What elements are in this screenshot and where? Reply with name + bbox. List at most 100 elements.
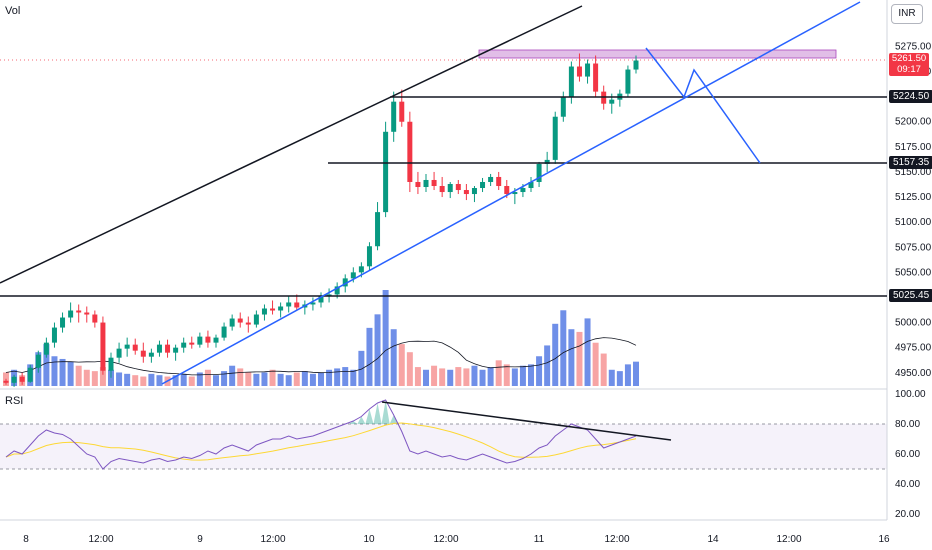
- volume-bar: [382, 290, 389, 386]
- time-tick-label: 12:00: [433, 534, 458, 545]
- time-tick-label: 8: [23, 534, 29, 545]
- rsi-band: [0, 424, 887, 469]
- volume-bar: [406, 352, 413, 386]
- candle-body: [51, 327, 57, 343]
- volume-bar: [616, 371, 623, 386]
- candle-body: [568, 66, 574, 97]
- volume-bar: [423, 369, 429, 386]
- current-price-badge: 5261.50 09:17: [889, 53, 929, 76]
- candle-body: [480, 181, 486, 189]
- price-tick-label: 5000.00: [895, 318, 932, 329]
- volume-bar: [479, 369, 486, 386]
- candle-body: [415, 181, 421, 188]
- candle: [318, 292, 324, 308]
- candle: [423, 173, 429, 193]
- volume-label: Vol: [5, 5, 21, 17]
- volume-bar: [229, 365, 236, 386]
- candle: [19, 372, 25, 385]
- candle: [3, 378, 9, 385]
- candle-body: [520, 188, 526, 193]
- currency-button[interactable]: INR: [891, 4, 923, 24]
- volume-bar: [487, 367, 494, 386]
- volume-bar: [261, 372, 268, 386]
- candle: [278, 302, 284, 318]
- rsi-label: RSI: [5, 395, 24, 407]
- candle: [76, 304, 82, 323]
- time-tick-label: 16: [878, 534, 890, 545]
- candle: [286, 296, 292, 313]
- volume-bar: [455, 367, 462, 386]
- candle-body: [318, 296, 324, 303]
- candle-body: [35, 354, 41, 368]
- candle-body: [350, 272, 356, 279]
- candle-body: [108, 357, 114, 371]
- candle: [245, 316, 251, 333]
- candle-body: [391, 101, 397, 132]
- candle: [51, 322, 57, 348]
- rising-trendline[interactable]: [161, 1, 861, 385]
- resistance-zone[interactable]: [478, 49, 837, 59]
- volume-bar: [633, 361, 639, 386]
- candle: [480, 177, 486, 193]
- rsi-divergence-line[interactable]: [381, 401, 672, 441]
- candle-body: [221, 326, 227, 338]
- candle-body: [132, 344, 138, 351]
- candle-body: [3, 380, 9, 383]
- volume-bar: [67, 361, 74, 386]
- candle: [552, 111, 558, 164]
- candle-body: [100, 322, 106, 371]
- candle-body: [156, 344, 162, 353]
- candle: [447, 181, 453, 199]
- candle: [528, 176, 534, 193]
- volume-bar: [560, 310, 567, 386]
- candle: [173, 344, 179, 361]
- volume-bar: [495, 360, 502, 386]
- candle-body: [11, 376, 17, 383]
- volume-bar: [180, 373, 187, 386]
- candle-body: [286, 302, 292, 307]
- volume-bar: [188, 376, 195, 386]
- candle: [625, 65, 631, 97]
- volume-bar: [51, 356, 58, 386]
- candle: [560, 91, 566, 122]
- candle-body: [43, 342, 49, 355]
- price-axis: 5275.005250.005200.005175.005150.005125.…: [895, 41, 932, 378]
- volume-bar: [59, 358, 66, 386]
- candle: [60, 312, 66, 333]
- candle: [11, 374, 17, 387]
- volume-bar: [285, 375, 292, 386]
- volume-bar: [350, 369, 357, 386]
- volume-bar: [511, 368, 518, 386]
- candle: [399, 89, 405, 127]
- candle-body: [229, 318, 235, 327]
- volume-bar: [519, 365, 526, 386]
- volume-bar: [221, 371, 228, 386]
- volume-bar: [366, 327, 373, 386]
- volume-bar: [431, 365, 438, 386]
- candle-body: [625, 69, 631, 94]
- candle-body: [544, 159, 550, 164]
- candle-body: [165, 344, 171, 353]
- volume-bar: [536, 356, 543, 386]
- projection-path[interactable]: [645, 47, 761, 164]
- volume-bar: [204, 369, 211, 386]
- candle: [294, 294, 300, 311]
- rsi-overbought-fill: [349, 400, 398, 424]
- time-tick-label: 9: [197, 534, 203, 545]
- candle-body: [496, 176, 502, 187]
- level-badge-5157: 5157.35: [889, 156, 932, 169]
- candle-body: [585, 63, 591, 77]
- candle-body: [270, 308, 276, 311]
- price-tick-label: 5100.00: [895, 217, 932, 228]
- upper-channel-line[interactable]: [0, 5, 583, 284]
- candle-body: [366, 246, 372, 267]
- volume-bar: [439, 368, 446, 386]
- candle-body: [536, 163, 542, 182]
- volume-bar: [503, 364, 510, 386]
- time-axis: 8 12:00 9 12:00 10 12:00 11 12:00 14 12:00 16: [23, 534, 890, 545]
- candle: [132, 338, 138, 355]
- volume-bar: [269, 369, 276, 386]
- rsi-line: [5, 399, 637, 470]
- volume-bar: [91, 371, 98, 386]
